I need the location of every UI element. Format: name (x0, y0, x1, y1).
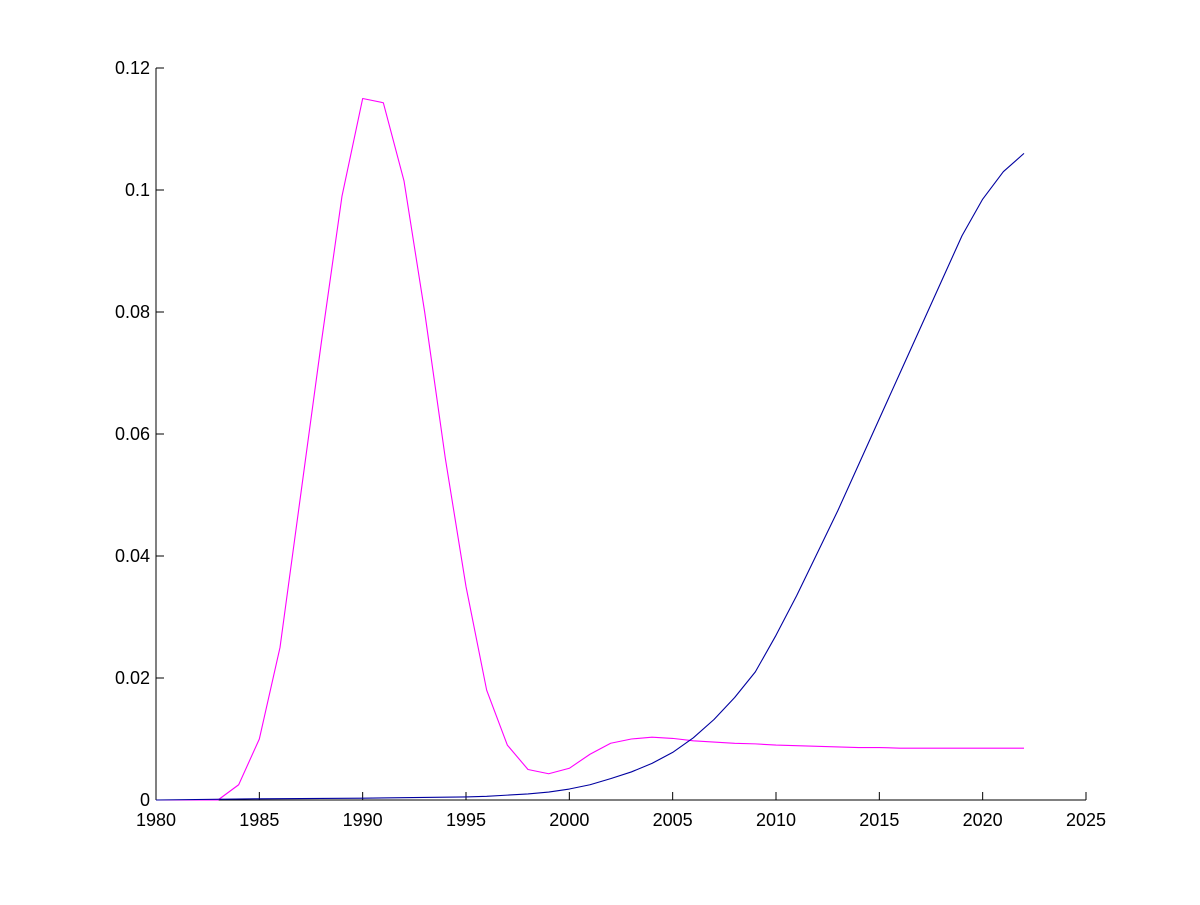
x-tick-label: 2020 (963, 810, 1003, 830)
y-tick-label: 0.1 (125, 180, 150, 200)
axes: 1980 1985 1990 1995 2000 2005 2010 2015 2020 2025… (115, 58, 1106, 830)
x-tick-label: 1995 (446, 810, 486, 830)
x-tick-label: 2015 (859, 810, 899, 830)
y-tick-label: 0 (140, 790, 150, 810)
x-tick-label: 2005 (653, 810, 693, 830)
y-tick-label: 0.08 (115, 302, 150, 322)
series-line-2 (155, 152, 1025, 801)
y-tick-label: 0.02 (115, 668, 150, 688)
x-tick-label: 2025 (1066, 810, 1106, 830)
series-layer (155, 97, 1025, 801)
x-tick-label: 2010 (756, 810, 796, 830)
y-tick-label: 0.06 (115, 424, 150, 444)
series-line-1 (156, 97, 1024, 801)
y-tick-label: 0.04 (115, 546, 150, 566)
x-tick-label: 1985 (239, 810, 279, 830)
y-tick-label: 0.12 (115, 58, 150, 78)
x-tick-label: 1990 (343, 810, 383, 830)
x-tick-label: 1980 (136, 810, 176, 830)
x-tick-label: 2000 (549, 810, 589, 830)
